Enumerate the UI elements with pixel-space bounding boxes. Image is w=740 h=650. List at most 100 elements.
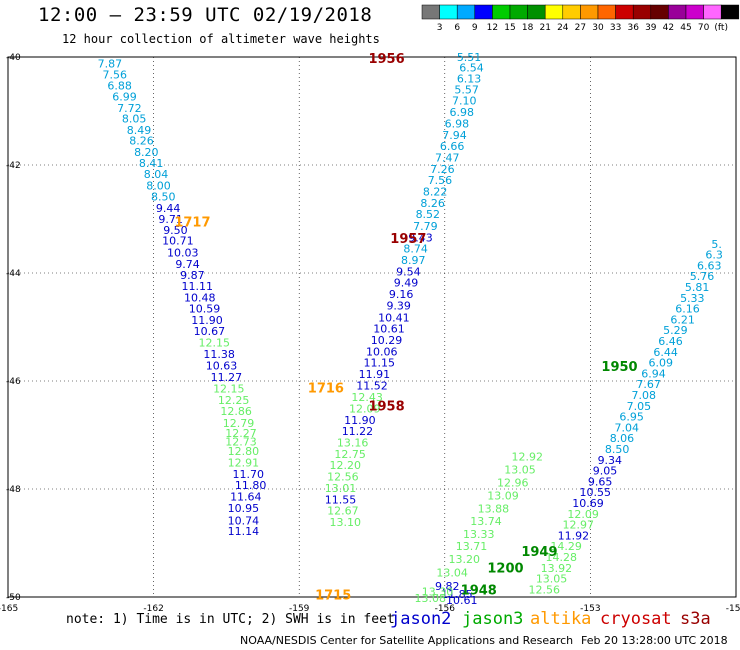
swh-value-label: 11.85 [441, 588, 473, 601]
swh-value-label: 11.92 [558, 529, 590, 542]
swh-value-label: 13.05 [504, 464, 536, 477]
swh-value-label: 7.10 [452, 95, 477, 108]
swh-value-label: 8.41 [139, 157, 164, 170]
footer-credit: NOAA/NESDIS Center for Satellite Applica… [240, 634, 574, 647]
swh-value-label: 9.34 [598, 454, 623, 467]
swh-value-label: 8.52 [416, 208, 441, 221]
colorbar-label: 42 [663, 23, 674, 33]
swh-value-label: 5.81 [685, 281, 710, 294]
swh-value-label: 8.04 [144, 168, 169, 181]
swh-value-label: 7.05 [627, 400, 652, 413]
swh-value-label: 9.49 [394, 277, 419, 290]
swh-value-label: 12.73 [225, 435, 257, 448]
plot-frame [7, 56, 737, 598]
colorbar-label: 33 [610, 23, 621, 33]
x-tick-label: -150 [726, 604, 740, 614]
swh-value-label: 5.76 [690, 270, 715, 283]
page-title: 12:00 – 23:59 UTC 02/19/2018 [38, 4, 373, 26]
y-tick-label: -46 [6, 377, 21, 387]
y-tick-label: -48 [6, 485, 21, 495]
swh-value-label: 10.61 [446, 594, 478, 607]
colorbar-label: 6 [454, 23, 460, 33]
swh-value-label: 12.15 [213, 383, 245, 396]
colorbar-label: 70 [698, 23, 710, 33]
swh-value-label: 13.74 [470, 515, 502, 528]
colorbar-label: 24 [557, 23, 569, 33]
swh-value-label: 12.75 [334, 448, 366, 461]
swh-value-label: 10.03 [167, 246, 199, 259]
swh-value-label: 6.95 [619, 411, 644, 424]
swh-value-label: 9.65 [588, 475, 613, 488]
x-tick-label: -156 [435, 604, 456, 614]
swh-value-label: 11.55 [325, 493, 357, 506]
footer-note: note: 1) Time is in UTC; 2) SWH is in fe… [66, 612, 395, 627]
swh-value-label: 6.99 [112, 90, 137, 103]
swh-value-label: 6.98 [450, 106, 475, 119]
swh-value-label: 6.3 [705, 249, 723, 262]
swh-value-label: 11.22 [342, 425, 374, 438]
swh-value-label: 7.56 [103, 68, 128, 81]
swh-value-label: 8.74 [403, 243, 428, 256]
swh-value-label: 10.48 [184, 291, 216, 304]
swh-value-label: 13.05 [536, 573, 568, 586]
swh-value-label: 8.20 [134, 146, 159, 159]
swh-value-label: 11.27 [211, 371, 243, 384]
y-tick-label: -42 [6, 161, 21, 171]
swh-value-label: 9.82 [435, 580, 460, 593]
x-tick-label: -165 [0, 604, 18, 614]
swh-value-label: 11.90 [191, 314, 223, 327]
colorbar-label: 21 [539, 23, 550, 33]
pass-time-label: 1956 [368, 52, 404, 67]
swh-value-label: 8.26 [420, 197, 445, 210]
legend-jason2: jason2 [390, 609, 452, 629]
swh-value-label: 7.56 [428, 174, 453, 187]
colorbar-label: (ft) [714, 23, 728, 33]
legend-altika: altika [530, 609, 592, 629]
swh-value-label: 12.15 [199, 337, 231, 350]
swh-value-label: 8.22 [423, 185, 448, 198]
colorbar-label: 27 [575, 23, 586, 33]
swh-value-label: 12.79 [223, 417, 255, 430]
swh-value-label: 9.43 [408, 231, 433, 244]
swh-value-label: 6.13 [457, 73, 482, 86]
swh-value-label: 10.55 [580, 486, 612, 499]
swh-value-label: 6.88 [107, 80, 132, 93]
swh-value-label: 13.30 [422, 586, 454, 599]
swh-value-label: 5.33 [680, 292, 705, 305]
pass-time-label: 1958 [368, 399, 404, 414]
swh-value-label: 13.10 [330, 516, 362, 529]
swh-value-label: 10.61 [373, 323, 405, 336]
swh-value-label: 7.94 [442, 129, 467, 142]
pass-time-label: 1717 [174, 216, 210, 231]
swh-value-label: 12.56 [529, 583, 561, 596]
swh-value-label: 9.71 [158, 213, 183, 226]
pass-time-label: 1200 [487, 561, 523, 576]
swh-value-label: 7.08 [632, 389, 657, 402]
pass-time-label: 1948 [461, 583, 497, 598]
swh-value-label: 9.16 [389, 288, 414, 301]
pass-time-label: 1957 [390, 232, 426, 247]
swh-value-label: 13.01 [325, 482, 357, 495]
swh-value-label: 12.20 [330, 459, 362, 472]
swh-value-label: 13.33 [463, 528, 495, 541]
swh-value-label: 8.50 [605, 443, 630, 456]
swh-value-label: 6.09 [649, 357, 674, 370]
x-tick-label: -162 [143, 604, 163, 614]
swh-value-label: 10.71 [162, 235, 194, 248]
pass-time-label: 1950 [601, 360, 637, 375]
swh-value-label: 10.29 [371, 334, 403, 347]
swh-value-label: 5.29 [663, 324, 688, 337]
colorbar-label: 45 [680, 23, 691, 33]
colorbar-label: 39 [645, 23, 657, 33]
swh-value-label: 7.79 [413, 220, 438, 233]
swh-value-label: 12.97 [563, 519, 595, 532]
swh-value-label: 7.67 [636, 378, 661, 391]
wave-height-colorbar: 3 6 9 12 15 18 21 24 27 30 33 36 39 42 45 70 (ft) [421, 4, 740, 33]
pass-time-label: 1715 [315, 588, 351, 603]
swh-value-label: 11.90 [344, 414, 376, 427]
swh-value-label: 11.14 [228, 525, 260, 538]
colorbar-label: 18 [522, 23, 534, 33]
swh-value-label: 13.88 [478, 502, 510, 515]
swh-value-label: 12.96 [497, 477, 529, 490]
legend-cryosat: cryosat [600, 609, 672, 629]
